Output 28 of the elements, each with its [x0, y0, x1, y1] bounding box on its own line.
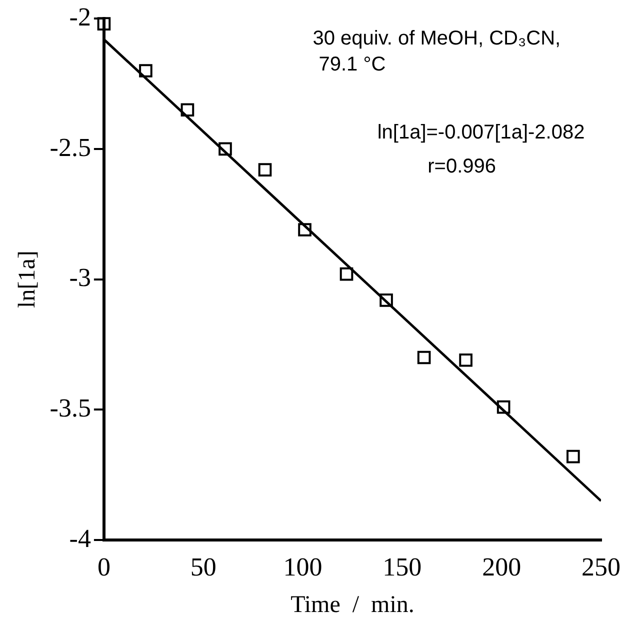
point [417, 350, 431, 364]
x-axis-title: Time / min. [290, 592, 414, 618]
point [496, 400, 510, 414]
point [139, 64, 152, 78]
y-tick-label: -3 [69, 263, 91, 292]
point [380, 294, 393, 307]
x-tick-label: 200 [482, 552, 522, 582]
annotation: r=0.996 [428, 155, 496, 178]
point [97, 17, 111, 30]
y-tick-label: -4 [69, 524, 91, 553]
x-tick-label: 250 [582, 552, 620, 582]
point [218, 142, 232, 156]
point [258, 163, 272, 176]
point [566, 450, 580, 464]
annotation: 30 equiv. of MeOH, CD₃CN, 79.1 °C [312, 28, 561, 76]
point [459, 353, 472, 367]
x-tick-label: 0 [97, 552, 110, 582]
x-tick-label: 150 [382, 552, 422, 582]
y-tick-label: -2.5 [50, 132, 91, 162]
point [298, 223, 312, 236]
x-tick-label: 50 [190, 552, 216, 582]
point [180, 103, 194, 116]
annotation: ln[1a]=-0.007[1a]-2.082 [377, 121, 585, 144]
x-tick-label: 100 [283, 552, 322, 582]
y-axis-title: ln[1a] [14, 250, 41, 308]
y-tick-label: -3.5 [50, 393, 91, 422]
point [340, 267, 354, 281]
y-tick-label: -2 [69, 2, 91, 32]
